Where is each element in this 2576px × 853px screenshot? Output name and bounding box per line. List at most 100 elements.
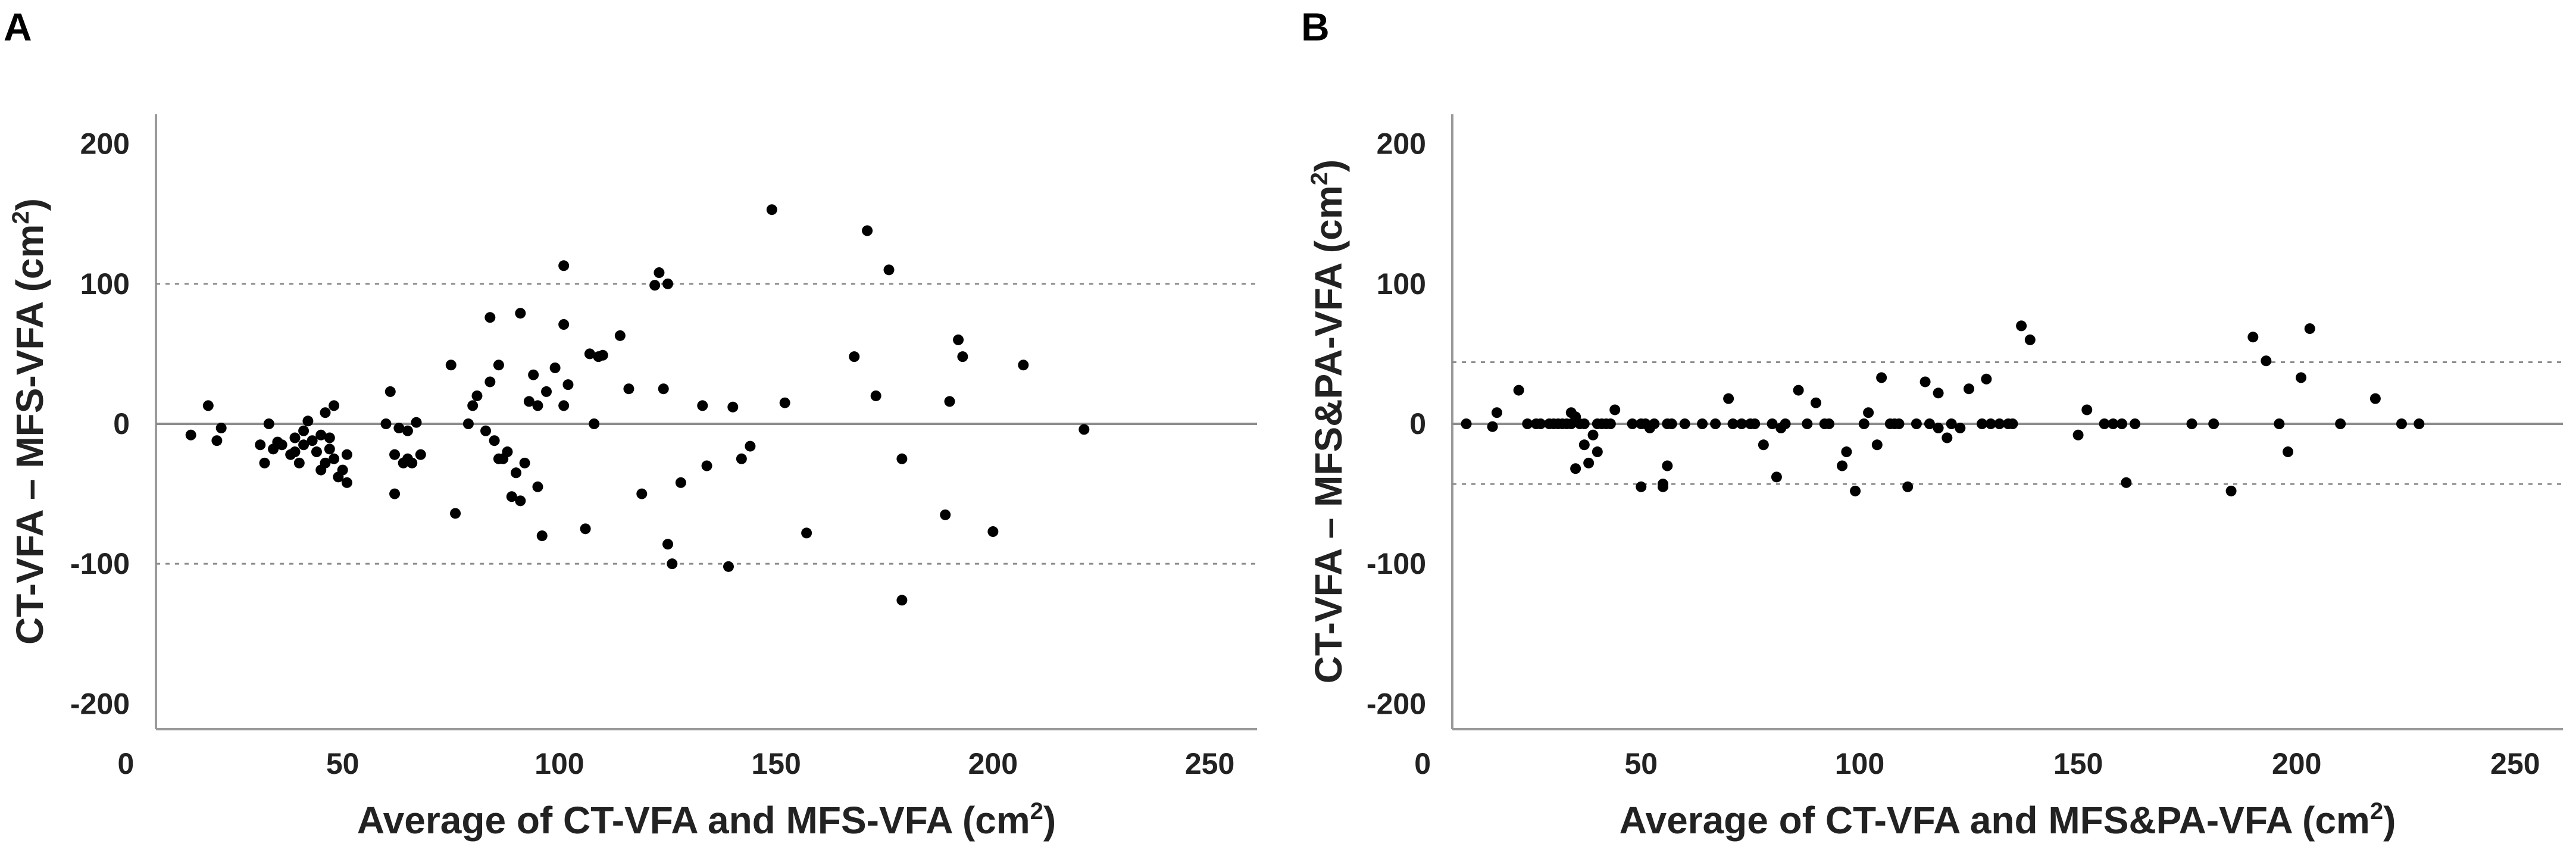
data-point <box>415 449 426 460</box>
data-point <box>1749 418 1761 429</box>
panel-b: B 200 100 0 -100 -200 0 50 100 150 200 250 Averag… <box>1301 5 2563 842</box>
x-axis-title-a: Average of CT-VFA and MFS-VFA (cm2) <box>357 798 1056 842</box>
data-point <box>493 360 504 371</box>
y-tick-label: -100 <box>1367 547 1426 580</box>
data-point <box>2296 372 2307 383</box>
data-point <box>654 267 665 279</box>
x-axis-title-b: Average of CT-VFA and MFS&PA-VFA (cm2) <box>1620 798 2396 842</box>
data-point <box>1522 418 1533 429</box>
data-point <box>1977 418 1988 429</box>
data-point <box>1578 418 1590 429</box>
data-point <box>445 360 457 371</box>
data-point <box>1994 418 2005 429</box>
data-point <box>1491 407 1502 418</box>
data-points-a <box>185 204 1090 606</box>
data-point <box>293 457 305 468</box>
data-point <box>528 369 539 380</box>
data-point <box>2208 418 2219 429</box>
x-tick-label: 250 <box>1185 747 1234 780</box>
data-point <box>298 439 310 451</box>
data-point <box>502 446 513 458</box>
data-point <box>944 396 955 407</box>
data-point <box>519 457 530 468</box>
x-tick-label: 0 <box>118 747 135 780</box>
y-tick-label: 100 <box>80 267 130 301</box>
data-point <box>329 453 340 464</box>
data-point <box>658 383 669 395</box>
data-point <box>1942 432 1953 443</box>
data-points-b <box>1461 320 2425 496</box>
data-point <box>1710 418 1721 429</box>
data-point <box>697 400 708 411</box>
data-point <box>511 467 522 479</box>
data-point <box>1578 439 1590 451</box>
x-tick-label: 50 <box>326 747 359 780</box>
data-point <box>584 348 595 360</box>
data-point <box>1723 393 1734 404</box>
data-point <box>1964 383 1974 395</box>
data-point <box>307 435 318 446</box>
data-point <box>411 417 422 428</box>
data-point <box>614 330 626 341</box>
data-point <box>1570 463 1581 474</box>
data-point <box>329 400 340 411</box>
data-point <box>276 439 287 451</box>
y-tick-label: -100 <box>70 547 130 580</box>
data-point <box>2117 418 2128 429</box>
data-point <box>407 457 418 468</box>
panel-label-b: B <box>1301 5 1330 49</box>
data-point <box>1858 418 1870 429</box>
data-point <box>662 278 673 289</box>
data-point <box>1946 418 1957 429</box>
data-point <box>1955 423 1966 434</box>
data-point <box>471 390 483 401</box>
data-point <box>987 526 999 538</box>
data-point <box>1933 423 1944 434</box>
data-point <box>202 400 214 411</box>
data-point <box>580 523 591 535</box>
data-point <box>2186 418 2197 429</box>
data-point <box>896 453 908 464</box>
data-point <box>289 432 301 443</box>
data-point <box>541 386 552 397</box>
data-point <box>1636 481 1647 492</box>
data-point <box>393 423 405 434</box>
x-tick-label: 100 <box>1835 747 1884 780</box>
data-point <box>1018 360 1029 371</box>
data-point <box>862 225 873 236</box>
data-point <box>667 558 678 570</box>
data-point <box>1662 460 1673 471</box>
data-point <box>849 351 860 363</box>
data-point <box>701 460 712 471</box>
data-point <box>2024 334 2036 345</box>
data-point <box>549 362 561 373</box>
data-point <box>1871 439 1883 451</box>
data-point <box>2016 320 2027 332</box>
data-point <box>380 418 392 429</box>
data-point <box>2304 323 2315 335</box>
data-point <box>467 400 479 411</box>
data-point <box>298 425 310 436</box>
data-point <box>1810 397 1821 408</box>
data-point <box>523 396 534 407</box>
data-point <box>259 457 270 468</box>
data-point <box>506 491 517 502</box>
data-point <box>745 440 756 452</box>
data-point <box>2072 429 2084 440</box>
data-point <box>2369 393 2381 404</box>
data-point <box>1780 418 1791 429</box>
data-point <box>1893 418 1905 429</box>
data-point <box>1876 372 1887 383</box>
data-point <box>389 488 401 499</box>
data-point <box>1863 407 1874 418</box>
data-point <box>1487 421 1498 432</box>
data-point <box>324 443 335 455</box>
data-point <box>953 334 964 345</box>
data-point <box>515 495 526 507</box>
data-point <box>532 400 543 411</box>
panel-a: A 200 100 0 -100 -200 0 50 100 150 200 250 Averag… <box>4 5 1257 842</box>
data-point <box>1605 418 1616 429</box>
x-tick-label: 0 <box>1414 747 1431 780</box>
data-point <box>324 432 335 443</box>
data-point <box>1933 388 1944 399</box>
